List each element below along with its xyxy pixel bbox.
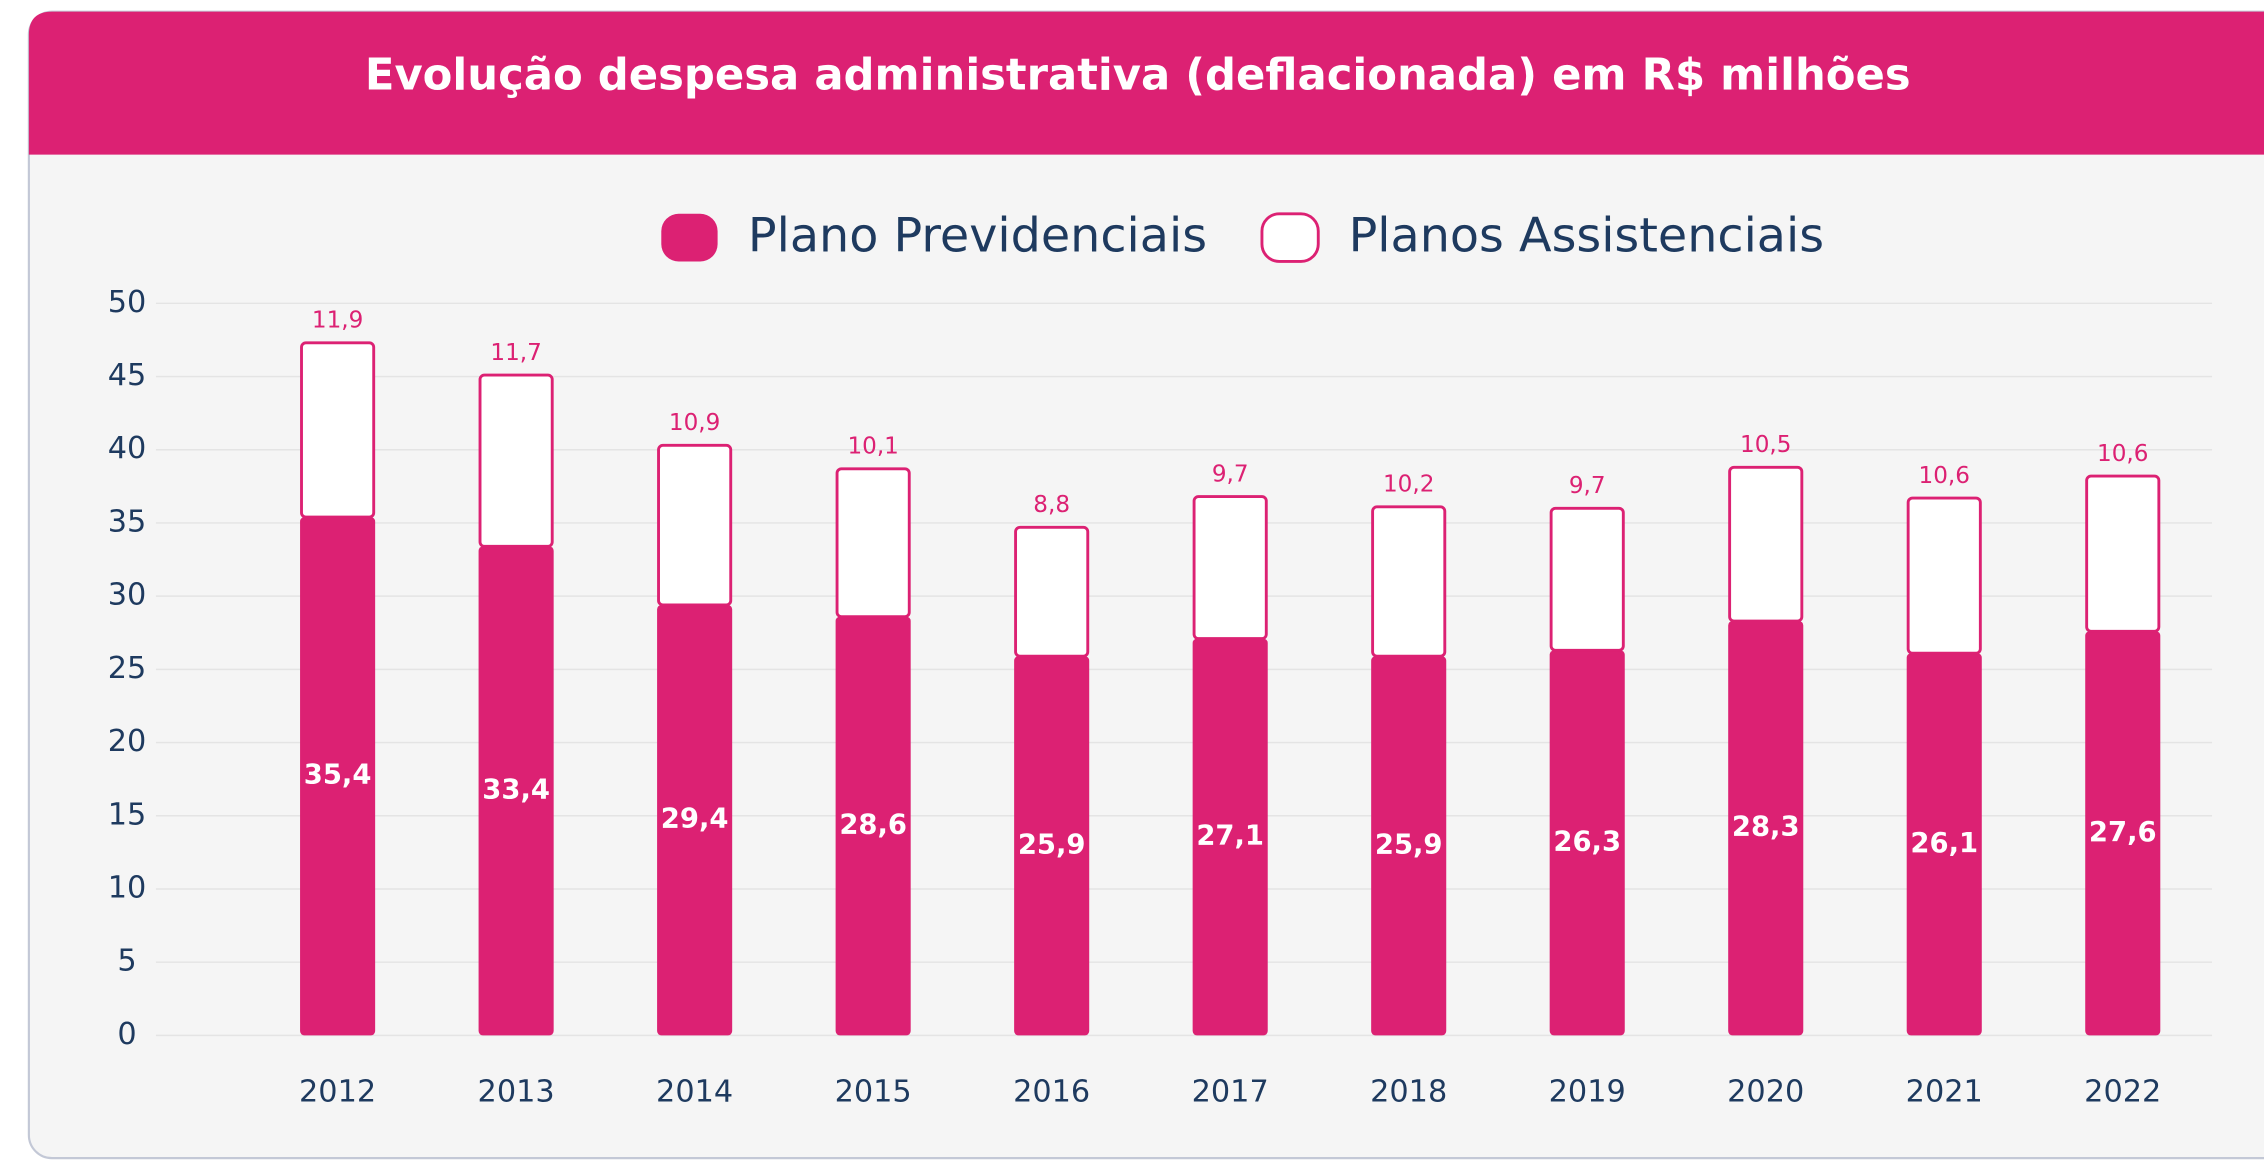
y-tick-label: 40 (108, 431, 147, 466)
data-label: 33,4 (482, 774, 550, 805)
data-label: 9,7 (1569, 473, 1606, 499)
x-tick-label: 2012 (299, 1075, 376, 1110)
x-tick-label: 2018 (1370, 1075, 1447, 1110)
legend-label: Planos Assistenciais (1349, 208, 1824, 263)
bar-segment (1549, 650, 1625, 1036)
bar-segment (2085, 474, 2161, 633)
bar-segment (300, 517, 376, 1036)
bar-segment (1549, 506, 1625, 652)
data-label: 29,4 (661, 804, 729, 835)
y-tick-label: 10 (108, 870, 147, 905)
bar-segment (835, 467, 911, 619)
x-tick-label: 2021 (1906, 1075, 1983, 1110)
data-label: 35,4 (304, 760, 372, 791)
data-label: 10,6 (2097, 441, 2148, 467)
header (28, 11, 2264, 155)
bar-segment (300, 341, 376, 519)
y-tick-label: 20 (108, 724, 147, 759)
x-tick-label: 2017 (1192, 1075, 1269, 1110)
data-label: 10,1 (847, 434, 898, 460)
data-label: 28,6 (839, 810, 907, 841)
x-tick-label: 2015 (835, 1075, 912, 1110)
chart-title: Evolução despesa administrativa (deflaci… (365, 51, 1911, 101)
y-tick-label: 45 (108, 358, 147, 393)
bar-segment (1014, 656, 1090, 1036)
bar-segment (1192, 638, 1268, 1036)
data-label: 10,5 (1740, 432, 1791, 458)
bar-segment (478, 546, 554, 1036)
data-label: 26,1 (1910, 828, 1978, 859)
x-tick-label: 2019 (1549, 1075, 1626, 1110)
y-tick-label: 5 (117, 944, 136, 979)
data-label: 28,3 (1732, 812, 1800, 843)
bar-segment (1192, 495, 1268, 641)
bar-segment (2085, 631, 2161, 1036)
data-label: 10,9 (669, 410, 720, 436)
bar-segment (1906, 496, 1982, 655)
bar-segment (1371, 656, 1447, 1036)
x-tick-label: 2016 (1013, 1075, 1090, 1110)
data-label: 27,1 (1196, 820, 1264, 851)
bar-segment (657, 443, 733, 607)
y-tick-label: 35 (108, 504, 147, 539)
bar-segment (1906, 653, 1982, 1036)
data-label: 9,7 (1212, 461, 1249, 487)
data-label: 11,7 (490, 340, 541, 366)
bar-segment (835, 616, 911, 1036)
x-tick-label: 2022 (2084, 1075, 2161, 1110)
y-tick-label: 50 (108, 285, 147, 320)
data-label: 25,9 (1018, 829, 1086, 860)
data-label: 8,8 (1033, 492, 1070, 518)
bar-segment (1728, 621, 1804, 1036)
x-tick-label: 2013 (478, 1075, 555, 1110)
bar-segment (1728, 465, 1804, 623)
x-tick-label: 2014 (656, 1075, 733, 1110)
data-label: 10,2 (1383, 472, 1434, 498)
data-label: 26,3 (1553, 826, 1621, 857)
data-label: 27,6 (2089, 817, 2157, 848)
y-tick-label: 15 (108, 797, 147, 832)
bar-segment (1014, 525, 1090, 658)
bar-segment (657, 604, 733, 1036)
bar-segment (1371, 505, 1447, 658)
legend-swatch (661, 213, 718, 262)
x-tick-label: 2020 (1727, 1075, 1804, 1110)
data-label: 11,9 (312, 308, 363, 334)
data-label: 10,6 (1919, 463, 1970, 489)
y-tick-label: 0 (117, 1017, 136, 1052)
bar-segment (478, 373, 554, 548)
y-tick-label: 25 (108, 651, 147, 686)
y-tick-label: 30 (108, 578, 147, 613)
legend-swatch (1260, 212, 1320, 263)
legend-label: Plano Previdenciais (748, 208, 1207, 263)
data-label: 25,9 (1375, 829, 1443, 860)
